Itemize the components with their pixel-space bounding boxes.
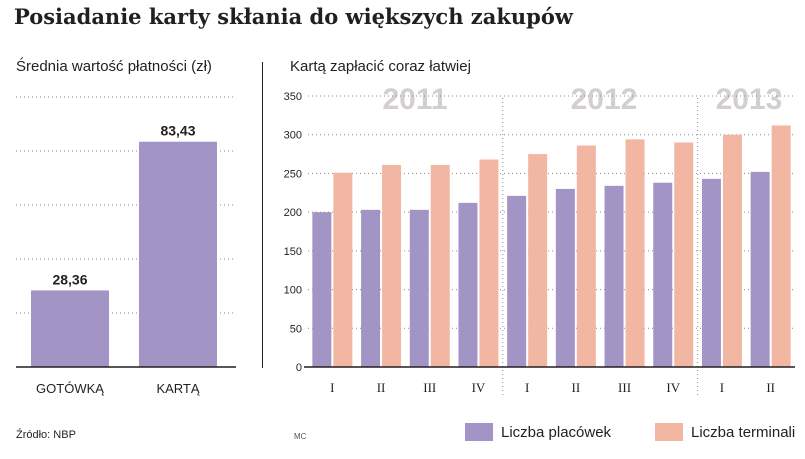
y-tick-label: 0 [296,362,302,374]
bar-placowki [312,212,332,367]
category-label: II [766,380,775,395]
category-label: II [377,380,386,395]
year-label: 2011 [382,83,447,116]
bar-terminale [576,145,596,367]
bar-terminale [674,142,694,367]
data-label: 83,43 [160,123,195,139]
bar-placowki [653,182,673,367]
panel-divider [262,62,263,368]
legend-item-placowki: Liczba placówek [465,422,611,442]
bar-terminale [333,172,353,367]
bar-placowki [750,171,770,367]
legend-swatch [465,423,493,441]
legend-label: Liczba terminali [691,423,796,441]
source-note: Źródło: NBP [16,429,76,441]
category-label: III [423,380,436,395]
credit-note: MC [294,432,307,441]
bar-placowki [604,185,624,367]
bar-terminale [625,139,645,367]
bar-placowki [555,188,575,367]
category-label: III [618,380,631,395]
chart-title: Posiadanie karty skłania do większych za… [14,4,573,29]
year-label: 2012 [571,83,638,116]
left-chart-title: Średnia wartość płatności (zł) [16,58,212,75]
year-label: 2013 [716,83,783,116]
y-tick-label: 250 [284,168,302,180]
right-chart-title: Kartą zapłacić coraz łatwiej [290,58,471,75]
bar-placowki [507,195,527,367]
bar-placowki [458,202,478,367]
category-label: I [525,380,529,395]
bar [31,290,109,367]
category-label: GOTÓWKĄ [36,381,104,396]
bar-terminale [479,159,499,367]
category-label: II [572,380,581,395]
y-tick-label: 350 [284,91,302,103]
bar-terminale [382,164,402,367]
category-label: I [330,380,334,395]
y-tick-label: 200 [284,207,302,219]
y-tick-label: 150 [284,246,302,258]
y-tick-label: 50 [290,323,302,335]
bar-terminale [771,125,791,368]
bar-placowki [701,178,721,367]
bar [139,141,217,367]
category-label: IV [666,380,680,395]
y-tick-label: 300 [284,130,302,142]
bar-terminale [430,164,450,367]
data-label: 28,36 [52,271,87,287]
legend-swatch [655,423,683,441]
bar-placowki [361,209,381,367]
bar-terminale [722,134,742,367]
legend-label: Liczba placówek [501,423,612,441]
category-label: KARTĄ [156,381,199,396]
category-label: I [720,380,724,395]
bar-terminale [528,154,548,367]
y-tick-label: 100 [284,285,302,297]
legend-item-terminale: Liczba terminali [655,422,795,442]
bar-placowki [409,209,429,367]
category-label: IV [472,380,486,395]
